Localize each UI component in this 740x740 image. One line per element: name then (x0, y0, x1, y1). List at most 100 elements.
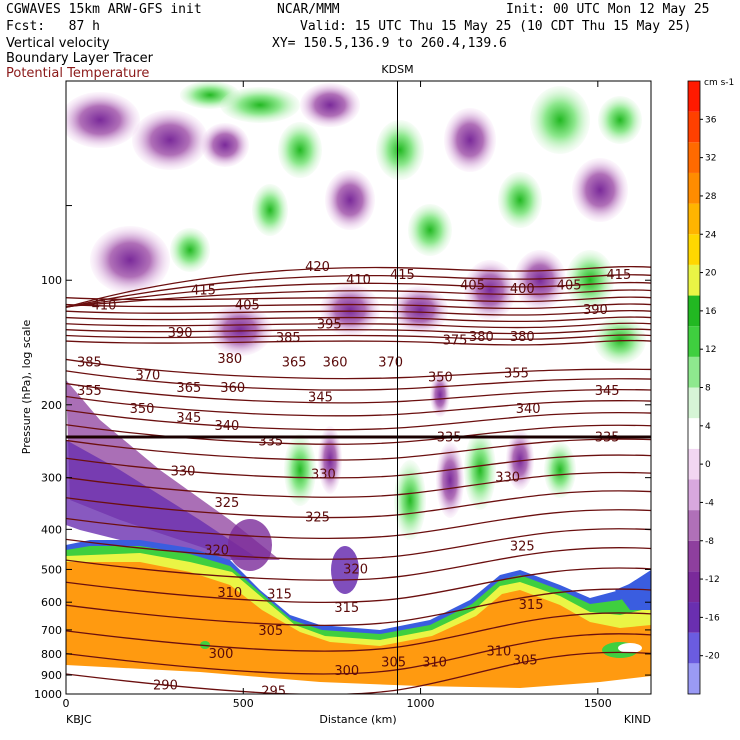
theta-label: 380 (510, 330, 535, 345)
theta-label: 375 (443, 334, 468, 349)
colorbar-swatch (688, 571, 700, 603)
theta-label: 415 (390, 268, 415, 283)
theta-label: 320 (204, 544, 229, 559)
colorbar-swatch (688, 418, 700, 449)
theta-contour (66, 328, 651, 335)
xy-range: XY= 150.5,136.9 to 260.4,139.6 (272, 36, 507, 51)
colorbar-swatch (688, 81, 700, 112)
theta-label: 345 (176, 411, 201, 426)
theta-contour (66, 438, 651, 461)
colorbar-swatch (688, 479, 700, 511)
colorbar-label: 0 (705, 460, 711, 470)
potential-temperature-contours (66, 266, 651, 694)
theta-contour (66, 651, 651, 694)
colorbar-swatch (688, 602, 700, 633)
theta-contour (66, 358, 651, 380)
colorbar: cm s-1 -20 -16 -12 -8 -4 0 4 8 12 16 20 24 28 32 36 (687, 78, 734, 695)
y-axis: 100 200 300 400 500 600 700 800 900 1000 (34, 205, 651, 701)
y-tick-label: 700 (41, 624, 62, 637)
theta-contour (66, 454, 651, 479)
colorbar-label: 12 (705, 345, 716, 355)
theta-contour (66, 339, 651, 346)
vertical-velocity-field (66, 81, 646, 594)
theta-label: 310 (422, 656, 447, 671)
init-time: Init: 00 UTC Mon 12 May 25 (506, 2, 710, 17)
colorbar-unit: cm s-1 (704, 78, 734, 88)
theta-label: 350 (428, 371, 453, 386)
theta-label: 340 (516, 402, 541, 417)
theta-label: 390 (583, 303, 608, 318)
y-tick-label: 1000 (34, 688, 62, 701)
colorbar-swatch (688, 510, 700, 541)
theta-label: 355 (77, 384, 102, 399)
theta-label: 410 (92, 298, 117, 313)
x-tick-label: 1500 (584, 697, 612, 710)
colorbar-swatch (688, 172, 700, 204)
y-tick-label: 600 (41, 596, 62, 609)
theta-contour (66, 274, 651, 308)
theta-contour (66, 296, 651, 303)
colorbar-label: -16 (705, 613, 720, 623)
x-end-label-left: KBJC (66, 713, 92, 726)
theta-contour (66, 310, 651, 316)
x-tick-label: 0 (63, 697, 70, 710)
colorbar-label: 20 (705, 269, 717, 279)
theta-contour (66, 588, 651, 626)
colorbar-swatch (688, 295, 700, 327)
theta-contour (66, 612, 651, 652)
theta-contour (66, 334, 651, 340)
theta-label: 380 (469, 330, 494, 345)
y-tick-label: 200 (41, 399, 62, 412)
theta-label: 300 (334, 664, 359, 679)
theta-contour (66, 370, 651, 391)
theta-label: 350 (130, 402, 155, 417)
theta-label: 315 (334, 601, 359, 616)
theta-label: 380 (217, 352, 242, 367)
potential-temperature-labels: 420 410 415 405 400 405 415 410 415 405 395 390 385 3… (77, 260, 631, 699)
colorbar-label: -12 (705, 575, 720, 585)
theta-label: 325 (510, 539, 535, 554)
theta-label: 400 (510, 282, 535, 297)
colorbar-swatch (688, 356, 700, 388)
theta-label: 330 (171, 465, 196, 480)
theta-label: 325 (305, 511, 330, 526)
x-tick-label: 1000 (407, 697, 435, 710)
y-axis-label: Pressure (hPa), log scale (20, 320, 33, 455)
colorbar-swatch (688, 632, 700, 664)
theta-label: 410 (346, 273, 371, 288)
theta-label: 390 (168, 326, 193, 341)
theta-label: 345 (595, 384, 620, 399)
theta-contour (66, 395, 651, 417)
colorbar-label: -8 (705, 537, 714, 547)
plot-area: 420 410 415 405 400 405 415 410 415 405 395 390 385 3… (66, 81, 651, 699)
colorbar-label: 24 (705, 230, 717, 240)
theta-label: 365 (282, 355, 307, 370)
y-tick-label: 900 (41, 669, 62, 682)
theta-label: 295 (261, 684, 286, 699)
theta-label: 325 (214, 496, 239, 511)
theta-label: 320 (343, 562, 368, 577)
y-tick-label: 500 (41, 563, 62, 576)
theta-contour (66, 471, 651, 498)
theta-contour (66, 266, 651, 308)
theta-label: 360 (323, 355, 348, 370)
theta-label: 405 (235, 298, 260, 313)
model-title: CGWAVES 15km ARW-GFS init (6, 2, 202, 17)
theta-label: 420 (305, 260, 330, 275)
y-tick-label: 100 (41, 274, 62, 287)
colorbar-label: 36 (705, 115, 717, 125)
center-name: NCAR/MMM (277, 2, 340, 17)
theta-label: 330 (311, 468, 336, 483)
y-tick-label: 300 (41, 472, 62, 485)
y-tick-label: 800 (41, 648, 62, 661)
theta-label: 385 (77, 355, 102, 370)
theta-label: 305 (258, 624, 283, 639)
theta-label: 345 (308, 390, 333, 405)
colorbar-swatch (688, 264, 700, 296)
valid-time: Valid: 15 UTC Thu 15 May 25 (10 CDT Thu … (300, 19, 692, 34)
theta-contour (66, 567, 651, 603)
y-tick-label: 400 (41, 523, 62, 536)
x-end-label-right: KIND (624, 713, 651, 726)
theta-label: 355 (504, 366, 529, 381)
